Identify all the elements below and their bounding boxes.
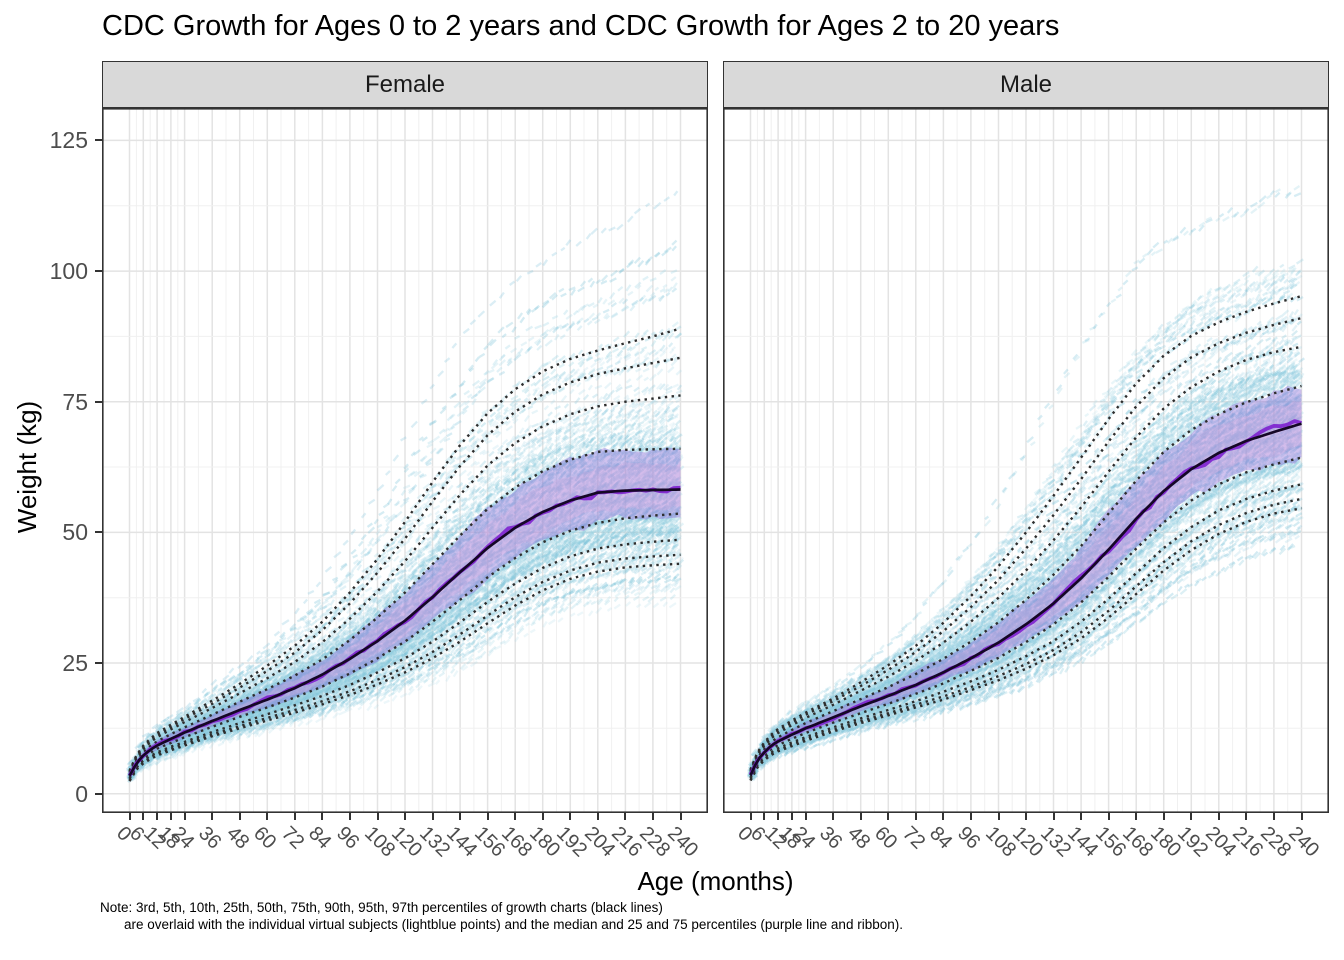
x-axis-tick <box>142 813 145 820</box>
x-axis-tick <box>1190 813 1193 820</box>
y-tick-label: 75 <box>62 388 88 415</box>
facet-strip-label-male: Male <box>999 70 1053 98</box>
x-axis-tick <box>1272 813 1275 820</box>
x-axis-tick <box>832 813 835 820</box>
x-axis-tick <box>211 813 214 820</box>
x-axis-tick <box>997 813 1000 820</box>
x-axis-tick <box>128 813 131 820</box>
plot-title: CDC Growth for Ages 0 to 2 years and CDC… <box>102 10 1060 42</box>
gridlines <box>723 108 1329 813</box>
subject-iqr-ribbon-inner <box>750 401 1302 777</box>
gridlines <box>102 108 708 813</box>
x-axis-tick <box>969 813 972 820</box>
x-axis-tick <box>624 813 627 820</box>
panel-border <box>102 108 708 813</box>
caption-line-2: are overlaid with the individual virtual… <box>124 917 903 932</box>
y-tick-label: 100 <box>49 258 88 285</box>
x-axis-tick <box>1217 813 1220 820</box>
x-axis-tick <box>1025 813 1027 820</box>
x-axis-tick <box>777 813 780 820</box>
x-axis-tick <box>790 813 793 820</box>
x-axis-tick <box>1052 813 1055 820</box>
facet-strip-male: Male <box>723 61 1329 108</box>
subject-points-cloud <box>746 185 1305 782</box>
subject-points-cloud <box>125 190 685 783</box>
x-axis-tick <box>431 813 434 820</box>
x-tick-label: 60 <box>249 822 281 854</box>
y-axis-title: Weight (kg) <box>12 400 42 534</box>
x-axis-tick <box>804 813 807 820</box>
x-axis-tick <box>238 813 241 820</box>
x-tick-label: 240 <box>1283 822 1323 862</box>
x-axis-tick <box>183 813 186 820</box>
x-axis-tick <box>376 813 379 820</box>
y-axis-tick <box>95 400 102 403</box>
x-axis-tick <box>404 813 406 820</box>
caption: Note: 3rd, 5th, 10th, 25th, 50th, 75th, … <box>100 899 903 933</box>
y-tick-label: 0 <box>75 780 88 807</box>
x-axis-tick <box>569 813 572 820</box>
cdc-percentile-dotted-lines <box>749 294 1302 782</box>
x-axis-tick <box>596 813 599 820</box>
x-tick-label: 60 <box>870 822 902 854</box>
x-tick-label: 84 <box>925 822 957 854</box>
x-axis-tick <box>321 813 324 820</box>
x-tick-label: 36 <box>815 822 847 854</box>
subject-iqr-ribbon <box>750 385 1302 778</box>
x-tick-label: 96 <box>953 822 985 854</box>
y-tick-label: 25 <box>62 650 88 676</box>
x-tick-label: 84 <box>304 822 336 854</box>
x-axis-tick <box>169 813 172 820</box>
x-tick-label: 72 <box>276 822 309 854</box>
cdc-percentile-dotted-lines <box>128 327 681 782</box>
x-axis-tick <box>859 813 862 820</box>
y-axis-tick <box>95 531 102 534</box>
x-axis-tick <box>293 813 296 820</box>
x-axis-title: Age (months) <box>637 866 794 896</box>
x-axis-tick <box>541 813 544 820</box>
x-axis-tick <box>514 813 517 820</box>
x-axis-tick <box>914 813 917 820</box>
x-axis-tick <box>651 813 654 820</box>
x-axis-tick <box>679 813 682 820</box>
cdc-median-solid-line <box>128 488 681 777</box>
x-axis-tick <box>942 813 945 820</box>
x-axis-tick <box>887 813 890 820</box>
x-tick-label: 36 <box>194 822 226 854</box>
x-axis-tick <box>1135 813 1138 820</box>
x-axis-tick <box>266 813 269 820</box>
x-axis-tick <box>749 813 752 820</box>
y-axis-tick <box>95 792 102 795</box>
y-axis-tick <box>95 139 102 142</box>
panel-border <box>723 108 1329 813</box>
x-tick-label: 48 <box>842 822 875 854</box>
cdc-median-solid-line <box>749 422 1302 776</box>
x-axis-tick <box>763 813 766 820</box>
facet-strip-female: Female <box>102 61 708 108</box>
y-axis-tick <box>95 662 102 664</box>
x-axis-tick <box>1162 813 1165 820</box>
x-axis-tick <box>1107 813 1110 820</box>
x-tick-label: 96 <box>332 822 364 854</box>
y-axis-tick <box>95 270 102 273</box>
x-axis-tick <box>1080 813 1083 820</box>
x-axis-tick <box>1245 813 1248 820</box>
panel-female-plot <box>102 108 708 813</box>
x-axis-tick <box>1300 813 1303 820</box>
x-axis-tick <box>459 813 462 820</box>
subject-iqr-ribbon <box>129 447 681 778</box>
panel-male-plot <box>723 108 1329 813</box>
x-tick-label: 72 <box>897 822 930 854</box>
caption-line-1: Note: 3rd, 5th, 10th, 25th, 50th, 75th, … <box>100 900 663 915</box>
x-axis-tick <box>486 813 489 820</box>
x-axis-tick <box>348 813 351 820</box>
x-axis-tick <box>156 813 159 820</box>
y-tick-label: 125 <box>49 127 88 154</box>
y-tick-label: 50 <box>62 519 88 546</box>
x-tick-label: 48 <box>221 822 254 854</box>
facet-strip-label-female: Female <box>364 70 446 98</box>
x-tick-label: 240 <box>662 822 702 862</box>
